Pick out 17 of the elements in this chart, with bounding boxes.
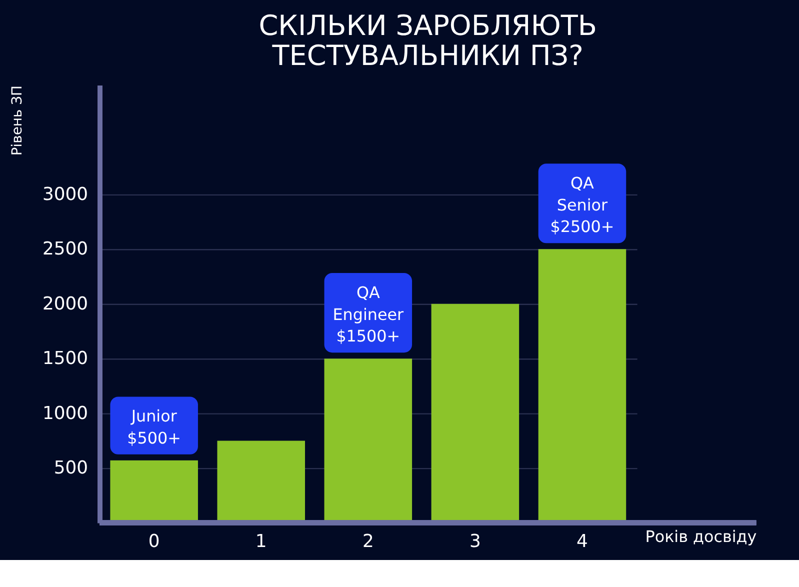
- x-axis-title: Років досвіду: [645, 527, 757, 546]
- annotation: QA Engineer $1500+: [332, 282, 404, 346]
- x-tick-label: 1: [255, 531, 267, 552]
- x-tick-label: 3: [469, 531, 481, 552]
- x-tick-label: 0: [148, 531, 160, 552]
- y-axis-title: Рівень ЗП: [10, 85, 26, 156]
- y-tick-label: 1000: [42, 402, 88, 424]
- y-tick-label: 1500: [42, 348, 88, 370]
- x-tick-label: 2: [362, 531, 374, 552]
- y-tick-label: 2500: [42, 238, 88, 260]
- annotation: Junior $500+: [127, 406, 181, 448]
- x-tick-label: 4: [576, 531, 588, 552]
- annotation: QA Senior $2500+: [550, 173, 614, 236]
- y-tick-label: 2000: [42, 293, 88, 314]
- y-tick-label: 3000: [42, 184, 88, 205]
- chart-title: СКІЛЬКИ ЗАРОБЛЯЮТЬ ТЕСТУВАЛЬНИКИ ПЗ?: [258, 9, 597, 72]
- y-tick-label: 500: [54, 458, 88, 479]
